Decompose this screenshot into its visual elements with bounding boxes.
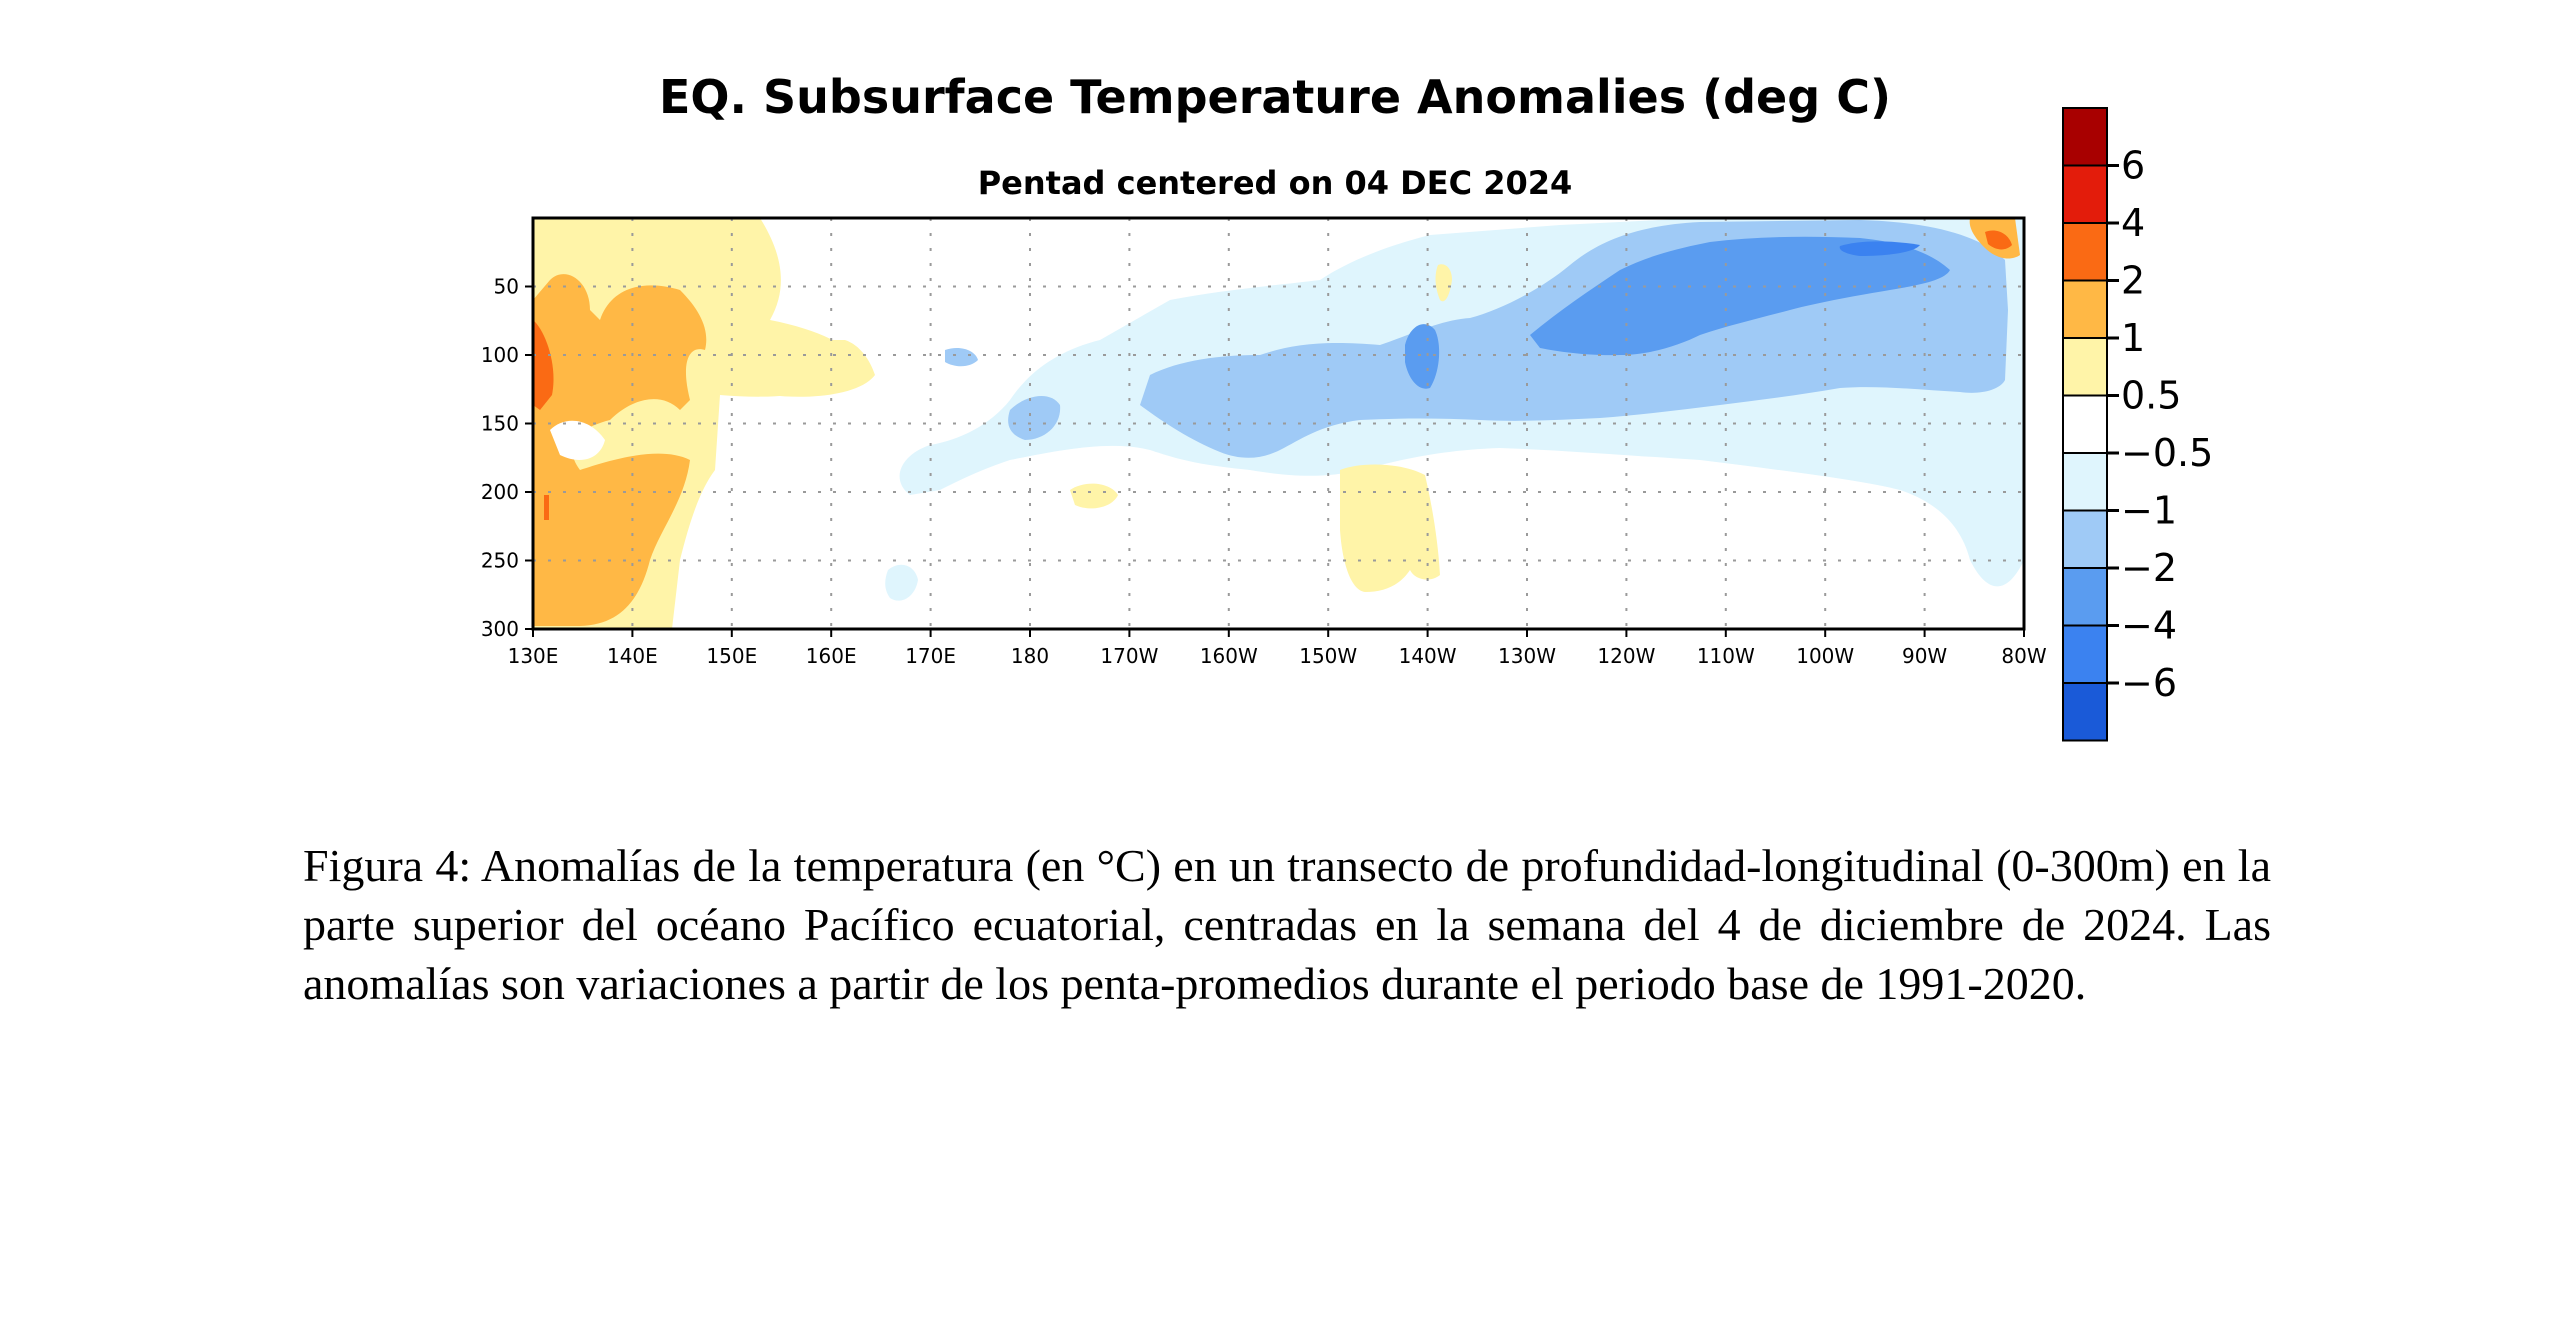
colorbar-label: 4	[2121, 201, 2145, 245]
colorbar-swatch	[2062, 337, 2108, 397]
anomaly-figure: EQ. Subsurface Temperature Anomalies (de…	[481, 70, 2213, 742]
colorbar-label: 6	[2121, 144, 2145, 188]
neutral-pocket-west	[550, 420, 605, 460]
colorbar-label: 1	[2121, 316, 2145, 360]
colorbar-swatch	[2062, 682, 2108, 742]
x-axis: 130E 140E 150E 160E 170E 180 170W 160W 150W 140W 1…	[508, 629, 2047, 668]
colorbar-label: −2	[2121, 546, 2177, 590]
x-tick-label: 130E	[508, 644, 559, 668]
warm-anomaly-1-2-west	[533, 274, 707, 626]
cool-anomaly-4-6	[1839, 241, 1920, 256]
chart-subtitle: Pentad centered on 04 DEC 2024	[978, 164, 1573, 202]
plot-area: 50 100 150 200 250 300 130E 140E 150E 160E 170E 18…	[481, 216, 2047, 668]
y-tick-label: 200	[481, 480, 519, 504]
cool-anomaly-2-4-core	[1405, 324, 1440, 389]
y-tick-label: 100	[481, 343, 519, 367]
x-tick-label: 120W	[1597, 644, 1655, 668]
colorbar-label: −4	[2121, 604, 2177, 648]
x-tick-label: 110W	[1697, 644, 1755, 668]
cool-anomaly-0.5-1-deep-patch	[885, 564, 918, 601]
x-tick-label: 160E	[806, 644, 857, 668]
colorbar-swatch	[2062, 164, 2108, 224]
cool-anomaly-1-2-west-patch	[1008, 395, 1061, 440]
x-tick-label: 180	[1011, 644, 1049, 668]
colorbar-swatch	[2062, 567, 2108, 627]
cool-anomaly-1-2-small	[945, 348, 978, 367]
colorbar-label: 0.5	[2121, 374, 2181, 418]
colorbar-swatch	[2062, 394, 2108, 454]
y-axis: 50 100 150 200 250 300	[481, 275, 533, 641]
colorbar-label: −6	[2121, 661, 2177, 705]
colorbar-swatch	[2062, 624, 2108, 684]
y-tick-label: 150	[481, 412, 519, 436]
x-tick-label: 140E	[607, 644, 658, 668]
warm-anomaly-eastern-surface-core	[1985, 230, 2012, 250]
cool-anomaly-2-4	[1530, 236, 1950, 356]
warm-anomaly-2-4-west	[533, 320, 554, 410]
warm-anomaly-0.5-1-deep	[1340, 464, 1440, 592]
x-tick-label: 90W	[1902, 644, 1947, 668]
x-tick-label: 140W	[1399, 644, 1457, 668]
y-tick-label: 300	[481, 617, 519, 641]
chart-title: EQ. Subsurface Temperature Anomalies (de…	[659, 70, 1891, 124]
x-tick-label: 150E	[706, 644, 757, 668]
y-tick-label: 250	[481, 549, 519, 573]
colorbar-swatch	[2062, 107, 2108, 167]
x-tick-label: 170E	[905, 644, 956, 668]
colorbar-swatch	[2062, 509, 2108, 569]
colorbar-label: 2	[2121, 259, 2145, 303]
colorbar-swatch	[2062, 452, 2108, 512]
colorbar-label: −0.5	[2121, 431, 2213, 475]
figure-caption: Figura 4: Anomalías de la temperatura (e…	[303, 840, 2271, 1009]
x-tick-label: 130W	[1498, 644, 1556, 668]
y-tick-label: 50	[494, 275, 519, 299]
x-tick-label: 160W	[1200, 644, 1258, 668]
x-tick-label: 80W	[2001, 644, 2046, 668]
anomaly-fields	[533, 218, 2024, 629]
colorbar-legend: 6 4 2 1 0.5 −0.5 −1 −2 −4 −6	[2062, 107, 2213, 742]
warm-anomaly-0.5-1-near-surface	[1435, 264, 1452, 302]
warm-anomaly-2-4-west-deep	[544, 495, 549, 520]
colorbar-swatch	[2062, 279, 2108, 339]
warm-anomaly-0.5-1-shallow	[760, 330, 875, 397]
colorbar-swatch	[2062, 222, 2108, 282]
x-tick-label: 100W	[1796, 644, 1854, 668]
x-tick-label: 150W	[1299, 644, 1357, 668]
x-tick-label: 170W	[1100, 644, 1158, 668]
warm-anomaly-0.5-1-small	[1070, 483, 1118, 509]
colorbar-label: −1	[2121, 489, 2177, 533]
